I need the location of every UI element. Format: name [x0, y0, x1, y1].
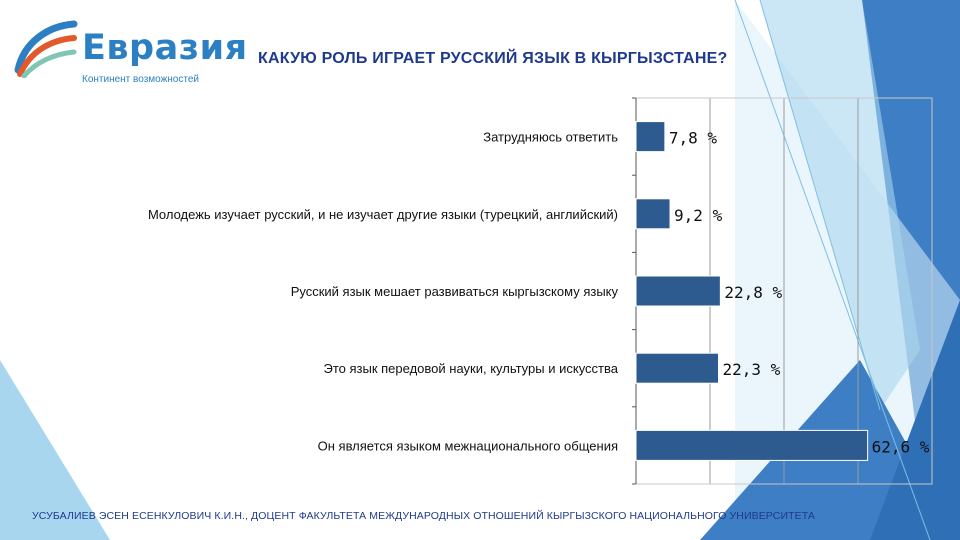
logo-swoosh-icon [14, 20, 78, 78]
logo-tagline: Континент возможностей [82, 74, 199, 85]
bar [635, 198, 671, 230]
bar [635, 275, 721, 307]
data-label: 9,2 % [674, 206, 723, 225]
bar [635, 352, 720, 384]
deco-mid-triangle [760, 0, 920, 410]
category-label: Молодежь изучает русский, и не изучает д… [148, 207, 618, 222]
category-label: Затрудняюсь ответить [483, 130, 618, 145]
eurasia-logo: Евразия Континент возможностей [14, 14, 247, 85]
data-label: 22,3 % [723, 360, 781, 379]
deco-line [759, 0, 881, 411]
data-label: 62,6 % [872, 437, 930, 456]
bar [635, 121, 666, 153]
data-label: 7,8 % [669, 129, 718, 148]
slide-title: КАКУЮ РОЛЬ ИГРАЕТ РУССКИЙ ЯЗЫК В КЫРГЫЗС… [258, 50, 728, 67]
logo-wordmark: Евразия [82, 28, 248, 68]
data-label: 22,8 % [724, 283, 782, 302]
category-label: Русский язык мешает развиваться кыргызск… [291, 284, 619, 299]
deco-line [734, 0, 931, 540]
bar [635, 429, 869, 461]
category-label: Он является языком межнационального обще… [318, 438, 618, 453]
deco-right-triangle [870, 300, 960, 540]
footer-author: УСУБАЛИЕВ ЭСЕН ЕСЕНКУЛОВИЧ К.И.Н., ДОЦЕН… [32, 510, 816, 522]
category-label: Это язык передовой науки, культуры и иск… [324, 361, 619, 376]
deco-left-triangle [0, 360, 110, 540]
